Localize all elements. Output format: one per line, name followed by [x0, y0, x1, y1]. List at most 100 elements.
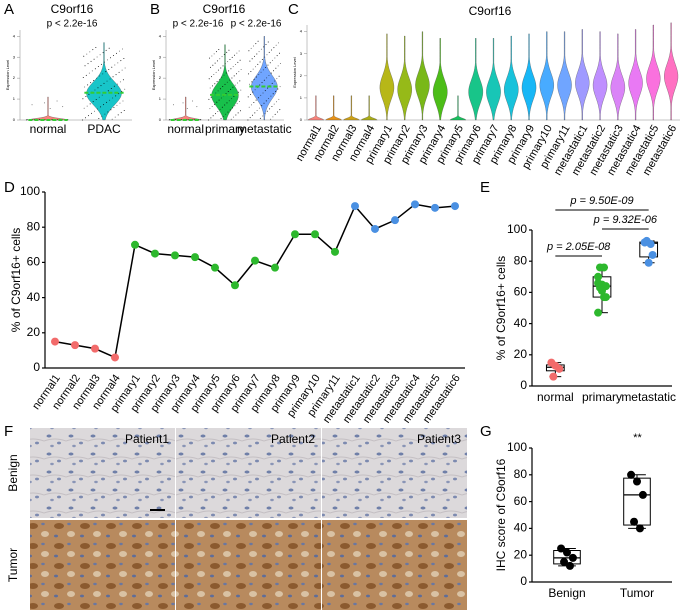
point: [594, 279, 603, 288]
point: [557, 544, 566, 553]
annotation: p < 2.2e-16: [47, 19, 98, 30]
cell-dot: [236, 73, 238, 75]
cell-dot: [212, 64, 214, 66]
cell-dot: [232, 86, 234, 88]
cell-dot: [272, 93, 274, 95]
cell-dot: [196, 106, 198, 108]
cell-dot: [251, 58, 253, 60]
cell-dot: [252, 68, 254, 70]
cell-dot: [229, 79, 231, 81]
cell-dot: [111, 118, 113, 120]
cell-dot: [239, 59, 241, 61]
cell-dot: [122, 48, 124, 50]
cell-dot: [94, 68, 96, 70]
point: [599, 263, 608, 272]
cell-dot: [249, 117, 251, 119]
cell-dot: [208, 119, 210, 121]
ihc-image: [30, 520, 175, 610]
cell-dot: [209, 57, 211, 59]
cell-dot: [279, 109, 281, 111]
cell-dot: [221, 56, 223, 58]
cell-dot: [214, 113, 216, 115]
cell-dot: [192, 100, 194, 102]
cell-dot: [88, 72, 90, 74]
cell-dot: [238, 71, 240, 73]
point: [351, 202, 359, 211]
ihc-image: [322, 428, 467, 518]
cell-dot: [252, 45, 254, 47]
chart-title: C9orf16: [51, 2, 94, 16]
violin: [307, 95, 325, 121]
x-tick-label: metastatic: [237, 122, 292, 136]
annotation: p < 2.2e-16: [173, 19, 224, 30]
column-label: Patient3: [417, 432, 461, 446]
cell-dot: [200, 119, 202, 121]
cell-dot: [216, 101, 218, 103]
violin: [432, 38, 448, 121]
cell-dot: [215, 71, 217, 73]
cell-dot: [274, 80, 276, 82]
cell-dot: [272, 59, 274, 61]
point: [431, 203, 439, 212]
violin: [397, 35, 412, 121]
cell-dot: [220, 118, 222, 120]
cell-dot: [250, 70, 252, 72]
cell-dot: [210, 96, 212, 98]
cell-dot: [102, 73, 104, 75]
cell-dot: [219, 58, 221, 60]
y-axis-label: Expression Level: [5, 60, 10, 91]
cell-dot: [106, 80, 108, 82]
cell-dot: [208, 98, 210, 100]
cell-dot: [219, 108, 221, 110]
cell-dot: [225, 113, 227, 115]
cell-dot: [217, 69, 219, 71]
cell-dot: [86, 105, 88, 107]
cell-dot: [89, 51, 91, 53]
cell-dot: [106, 101, 108, 103]
cell-dot: [93, 58, 95, 60]
y-tick-label: 20: [27, 325, 41, 339]
panel-label: D: [4, 179, 15, 196]
violin: [521, 33, 537, 121]
y-tick-label: 40: [514, 521, 528, 535]
cell-dot: [254, 66, 256, 68]
point: [563, 548, 571, 557]
y-tick-label: 4: [300, 29, 303, 34]
cell-dot: [82, 98, 84, 100]
point: [211, 263, 219, 272]
cell-dot: [100, 106, 102, 108]
cell-dot: [95, 98, 97, 100]
cell-dot: [218, 78, 220, 80]
violin: [664, 22, 679, 121]
cell-dot: [212, 115, 214, 117]
point: [231, 281, 239, 290]
cell-dot: [257, 63, 259, 65]
violin: [343, 95, 360, 121]
cell-dot: [99, 75, 101, 77]
cell-dot: [238, 50, 240, 52]
violin: [415, 31, 430, 121]
annotation: p < 2.2e-16: [231, 19, 282, 30]
point: [91, 344, 99, 353]
violin: [557, 31, 572, 121]
cell-dot: [116, 104, 118, 106]
cell-dot: [118, 71, 120, 73]
cell-dot: [251, 81, 253, 83]
cell-dot: [264, 56, 266, 58]
ihc-image: [176, 520, 321, 610]
cell-dot: [49, 107, 51, 109]
cell-dot: [260, 94, 262, 96]
cell-dot: [261, 59, 263, 61]
point: [549, 372, 558, 381]
cell-dot: [261, 82, 263, 84]
point: [171, 251, 179, 260]
cell-dot: [213, 73, 215, 75]
cell-dot: [96, 77, 98, 79]
cell-dot: [255, 99, 257, 101]
cell-dot: [270, 118, 272, 120]
cell-dot: [248, 73, 250, 75]
y-axis-label: % of C9orf16+ cells: [494, 256, 508, 360]
cell-dot: [258, 107, 260, 109]
violin: [251, 36, 278, 121]
cell-dot: [213, 103, 215, 105]
